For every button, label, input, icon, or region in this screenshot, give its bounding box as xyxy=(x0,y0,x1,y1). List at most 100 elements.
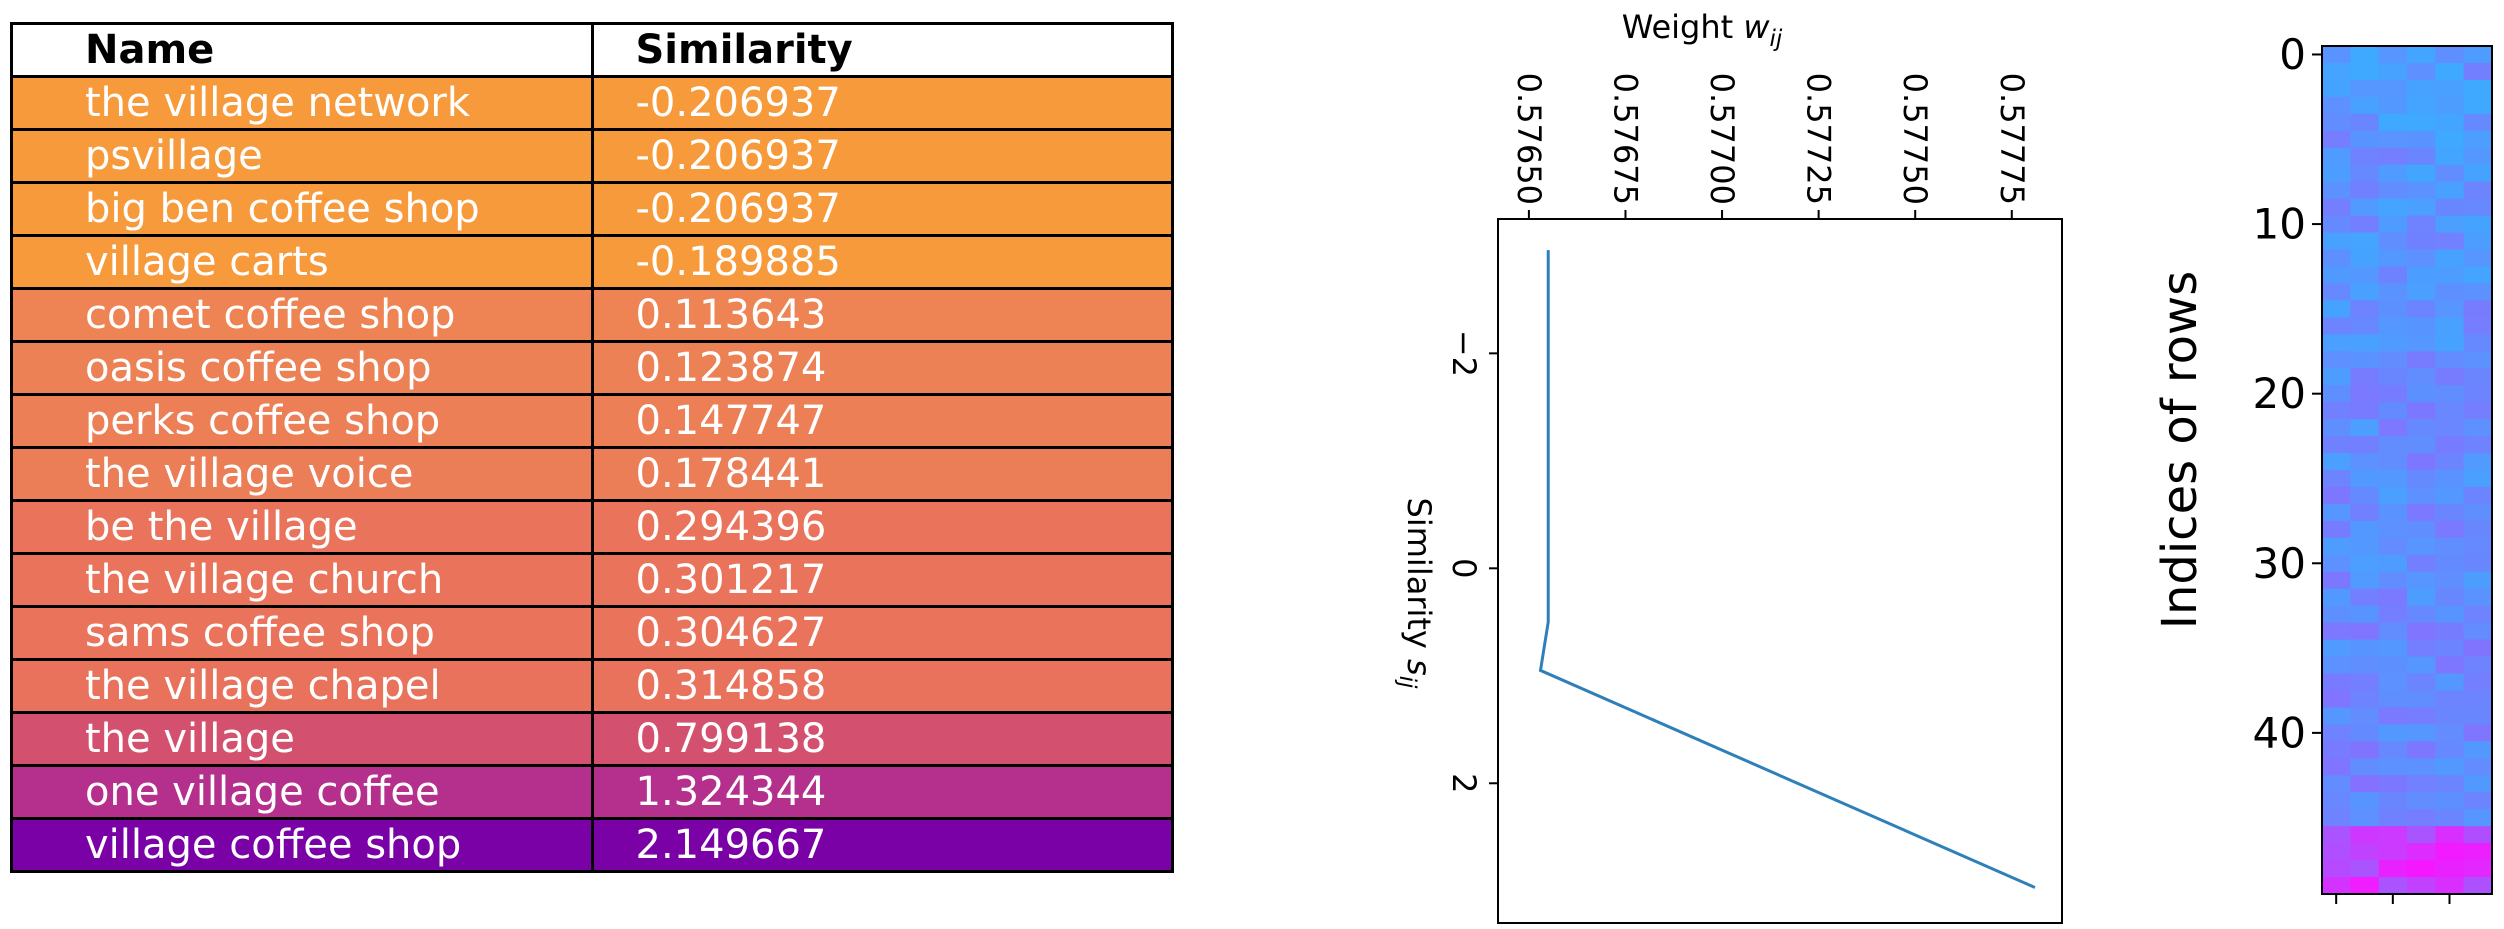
table-row: comet coffee shop 0.113643 xyxy=(10,287,1174,343)
heatmap-cell xyxy=(2463,453,2493,471)
heatmap-cell xyxy=(2463,622,2493,641)
heatmap-cell xyxy=(2350,792,2380,810)
heatmap-cell xyxy=(2463,860,2493,878)
heatmap-cell xyxy=(2463,130,2493,149)
heatmap-cell xyxy=(2378,673,2408,692)
heatmap-cell xyxy=(2463,707,2493,725)
heatmap-cell xyxy=(2463,673,2493,692)
table-row: sams coffee shop 0.304627 xyxy=(10,605,1174,661)
heatmap-y-tick-label: 30 xyxy=(2253,539,2306,588)
heatmap-cell xyxy=(2407,707,2436,725)
heatmap-cell xyxy=(2350,622,2380,641)
heatmap-cell xyxy=(2322,453,2351,471)
heatmap-frame xyxy=(2321,45,2493,895)
heatmap-cell xyxy=(2378,232,2408,251)
heatmap-cell xyxy=(2378,164,2408,183)
heatmap-cell xyxy=(2322,300,2351,318)
heatmap-cell xyxy=(2350,520,2380,539)
heatmap-cell xyxy=(2350,79,2380,98)
heatmap-cell xyxy=(2435,843,2465,861)
heatmap-cell xyxy=(2322,860,2351,878)
heatmap-cell xyxy=(2407,79,2436,98)
heatmap-cell xyxy=(2407,656,2436,675)
heatmap-cell xyxy=(2378,300,2408,318)
heatmap-cell xyxy=(2378,113,2408,132)
heatmap-cell xyxy=(2350,826,2380,844)
heatmap-cell xyxy=(2378,79,2408,98)
heatmap-cell xyxy=(2322,181,2351,200)
heatmap-cell xyxy=(2378,249,2408,268)
x-tick-label: 0.57750 xyxy=(1896,73,1934,205)
similarity-weight-line-chart: 0.57650 0.57675 0.57700 0.57725 0.57750 0.577… xyxy=(1394,8,2063,924)
heatmap-cell xyxy=(2463,300,2493,318)
heatmap-cell xyxy=(2435,554,2465,573)
heatmap-cell xyxy=(2350,436,2380,454)
heatmap-cell xyxy=(2350,130,2380,149)
heatmap-cell xyxy=(2378,826,2408,844)
row-similarity-cell: 0.799138 xyxy=(590,711,1174,767)
heatmap-cell xyxy=(2407,741,2436,759)
row-name-cell: village coffee shop xyxy=(10,817,594,873)
heatmap-cell xyxy=(2435,622,2465,641)
heatmap-cell xyxy=(2463,436,2493,454)
heatmap-cell xyxy=(2378,215,2408,234)
heatmap-cell xyxy=(2435,351,2465,369)
y-tick-label: 2 xyxy=(1445,773,1483,793)
heatmap-cell xyxy=(2435,707,2465,725)
heatmap-cell xyxy=(2407,809,2436,827)
heatmap-cell xyxy=(2463,113,2493,132)
heatmap-cell xyxy=(2350,249,2380,268)
row-heatmap-chart: 0 10 20 30 40 Indices of rows xyxy=(2152,30,2493,904)
row-name-cell: the village network xyxy=(10,75,594,131)
heatmap-cell xyxy=(2463,249,2493,268)
heatmap-cell xyxy=(2407,62,2436,81)
heatmap-cell xyxy=(2322,470,2351,488)
heatmap-cell xyxy=(2350,571,2380,590)
heatmap-cell xyxy=(2435,690,2465,709)
heatmap-cell xyxy=(2435,232,2465,251)
heatmap-cell xyxy=(2407,249,2436,268)
heatmap-cell xyxy=(2463,232,2493,251)
heatmap-cell xyxy=(2407,453,2436,471)
heatmap-y-tick-label: 10 xyxy=(2253,200,2306,249)
heatmap-cell xyxy=(2435,147,2465,166)
heatmap-cell xyxy=(2435,792,2465,810)
heatmap-cell xyxy=(2463,351,2493,369)
heatmap-cell xyxy=(2322,130,2351,149)
heatmap-cell xyxy=(2435,368,2465,386)
heatmap-cell xyxy=(2435,62,2465,81)
heatmap-cell xyxy=(2322,554,2351,573)
table-row: the village church 0.301217 xyxy=(10,552,1174,608)
heatmap-cell xyxy=(2435,334,2465,352)
heatmap-cell xyxy=(2378,520,2408,539)
heatmap-cell xyxy=(2322,622,2351,641)
heatmap-cell xyxy=(2407,215,2436,234)
heatmap-cell xyxy=(2350,164,2380,183)
heatmap-cell xyxy=(2407,402,2436,420)
heatmap-cell xyxy=(2322,843,2351,861)
table-row: village carts -0.189885 xyxy=(10,234,1174,290)
heatmap-cell xyxy=(2407,758,2436,776)
heatmap-cell xyxy=(2350,486,2380,505)
heatmap-cell xyxy=(2435,249,2465,268)
heatmap-cell xyxy=(2435,826,2465,844)
row-name-cell: sams coffee shop xyxy=(10,605,594,661)
heatmap-y-tick-label: 20 xyxy=(2253,369,2306,418)
heatmap-cell xyxy=(2350,775,2380,793)
heatmap-cell xyxy=(2407,266,2436,285)
heatmap-cell xyxy=(2407,486,2436,505)
heatmap-cell xyxy=(2322,96,2351,115)
heatmap-cell xyxy=(2463,46,2493,64)
heatmap-cell xyxy=(2350,351,2380,369)
heatmap-cell xyxy=(2435,605,2465,624)
heatmap-cell xyxy=(2378,351,2408,369)
heatmap-cell xyxy=(2407,130,2436,149)
heatmap-cell xyxy=(2378,724,2408,742)
heatmap-cell xyxy=(2407,96,2436,115)
heatmap-cell xyxy=(2378,588,2408,607)
heatmap-cell xyxy=(2435,419,2465,437)
heatmap-cell xyxy=(2322,46,2351,64)
heatmap-cell xyxy=(2463,724,2493,742)
heatmap-cell xyxy=(2407,198,2436,217)
heatmap-cell xyxy=(2378,707,2408,725)
